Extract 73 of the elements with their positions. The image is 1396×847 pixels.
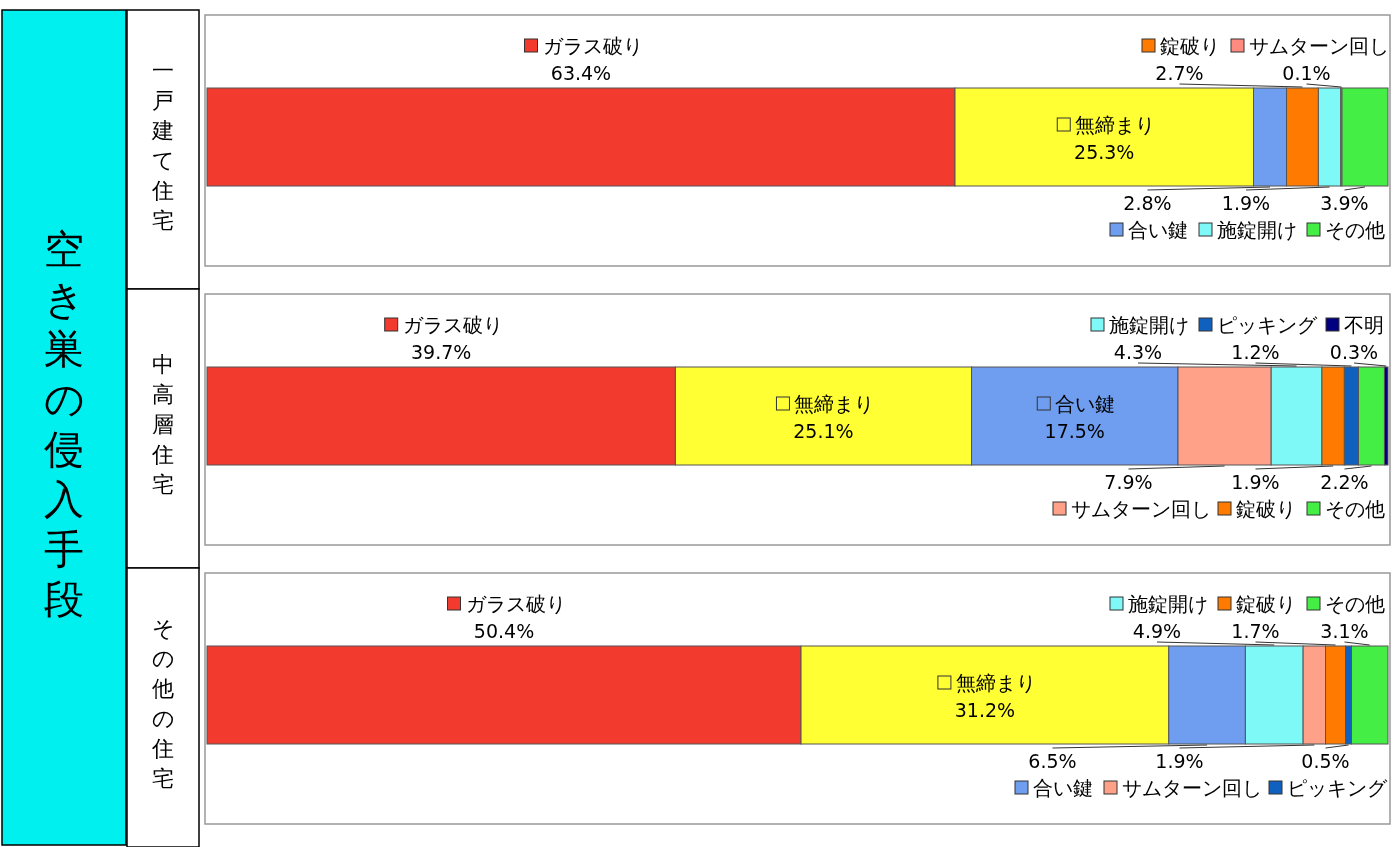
data-label: 50.4% (473, 620, 535, 642)
data-label: 0.1% (1282, 62, 1331, 84)
legend: 合い鍵 (1109, 218, 1188, 242)
series-label: ガラス破り (542, 34, 643, 58)
data-label: 31.2% (954, 699, 1016, 721)
legend-label: 施錠開け (1109, 313, 1189, 337)
legend: その他 (1306, 218, 1385, 242)
data-label: 1.9% (1221, 192, 1271, 214)
data-label: 39.7% (411, 341, 472, 363)
legend-label: 施錠開け (1217, 218, 1297, 242)
legend-label: 無締まり (794, 392, 875, 416)
legend-label: 錠破り (1236, 497, 1296, 521)
series-label: ガラス破り (465, 592, 566, 616)
data-label: 63.4% (550, 62, 612, 84)
legend: サムターン回し (1052, 497, 1211, 521)
legend-label: 合い鍵 (1055, 392, 1116, 416)
data-label: 3.1% (1320, 620, 1369, 642)
legend-label: その他 (1325, 592, 1385, 616)
data-label: 17.5% (1044, 420, 1105, 442)
legend: 錠破り (1217, 497, 1296, 521)
legend: サムターン回し (1230, 34, 1389, 58)
data-label: 2.7% (1155, 62, 1204, 84)
legend-label: ピッキング (1287, 776, 1388, 800)
legend-label: 無締まり (955, 671, 1036, 695)
legend-label: その他 (1325, 218, 1385, 242)
data-label: 2.2% (1320, 471, 1369, 493)
data-label: 1.9% (1155, 750, 1204, 772)
legend: 無締まり (775, 392, 875, 416)
legend: 合い鍵 (1036, 392, 1116, 416)
data-label: 1.7% (1231, 620, 1280, 642)
legend: サムターン回し (1103, 776, 1262, 800)
legend-label: 合い鍵 (1128, 218, 1188, 242)
legend-label: 無締まり (1075, 113, 1156, 137)
data-label: 2.8% (1123, 192, 1172, 214)
series-label: ガラス破り (402, 313, 503, 337)
legend: 合い鍵 (1014, 776, 1093, 800)
legend: 錠破り (1141, 34, 1220, 58)
data-label: 3.9% (1320, 192, 1369, 214)
legend-label: その他 (1325, 497, 1385, 521)
legend-label: 錠破り (1236, 592, 1296, 616)
legend: 無締まり (1056, 113, 1156, 137)
legend: 錠破り (1217, 592, 1296, 616)
legend: ガラス破り (524, 34, 643, 58)
legend: 施錠開け (1198, 218, 1297, 242)
data-label: 25.3% (1074, 141, 1135, 163)
data-label: 6.5% (1028, 750, 1077, 772)
legend: ガラス破り (447, 592, 566, 616)
legend: ガラス破り (384, 313, 503, 337)
y-tick-label: その他の住宅 (151, 616, 175, 792)
legend-label: ピッキング (1217, 313, 1318, 337)
legend: 不明 (1325, 313, 1384, 337)
legend: 無締まり (937, 671, 1036, 695)
y-tick-label: 中高層住宅 (151, 352, 174, 498)
data-label: 7.9% (1104, 471, 1153, 493)
data-label: 0.3% (1329, 341, 1379, 363)
legend: 施錠開け (1109, 592, 1208, 616)
data-label: 1.2% (1231, 341, 1280, 363)
data-label: 4.3% (1113, 341, 1163, 363)
legend: 施錠開け (1090, 313, 1189, 337)
text: 空き巣の侵入手段 (43, 225, 85, 622)
legend-label: 合い鍵 (1033, 776, 1093, 800)
legend: その他 (1306, 592, 1385, 616)
y-tick-label: 一戸建て住宅 (151, 58, 175, 234)
legend-label: 錠破り (1160, 34, 1220, 58)
legend: ピッキング (1268, 776, 1387, 800)
legend-label: 施錠開け (1128, 592, 1208, 616)
data-label: 0.5% (1301, 750, 1350, 772)
data-label: 25.1% (793, 420, 854, 442)
data-label: 1.9% (1231, 471, 1280, 493)
data-label: 4.9% (1132, 620, 1182, 642)
legend: その他 (1306, 497, 1385, 521)
legend-label: 不明 (1344, 313, 1384, 337)
legend: ピッキング (1198, 313, 1317, 337)
